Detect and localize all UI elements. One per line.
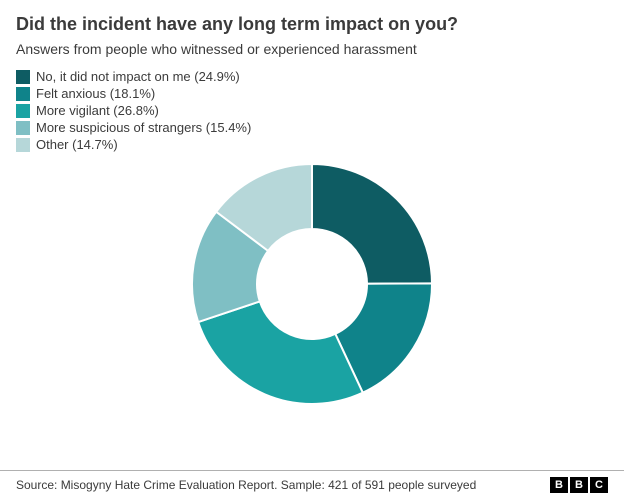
bbc-logo-box: B xyxy=(550,477,568,493)
donut-slice xyxy=(198,301,363,404)
donut-slice xyxy=(312,164,432,284)
legend-label: No, it did not impact on me (24.9%) xyxy=(36,69,240,84)
legend-swatch xyxy=(16,121,30,135)
legend-label: More suspicious of strangers (15.4%) xyxy=(36,120,251,135)
legend-label: Other (14.7%) xyxy=(36,137,118,152)
legend-item: More vigilant (26.8%) xyxy=(16,103,608,118)
chart-subtitle: Answers from people who witnessed or exp… xyxy=(16,41,608,57)
donut-chart xyxy=(16,162,608,406)
legend-label: More vigilant (26.8%) xyxy=(36,103,159,118)
legend-swatch xyxy=(16,104,30,118)
legend-swatch xyxy=(16,87,30,101)
source-text: Source: Misogyny Hate Crime Evaluation R… xyxy=(16,478,476,492)
legend-item: Felt anxious (18.1%) xyxy=(16,86,608,101)
bbc-logo: BBC xyxy=(550,477,608,493)
legend-swatch xyxy=(16,70,30,84)
legend-swatch xyxy=(16,138,30,152)
chart-title: Did the incident have any long term impa… xyxy=(16,14,608,35)
legend-item: Other (14.7%) xyxy=(16,137,608,152)
footer: Source: Misogyny Hate Crime Evaluation R… xyxy=(0,470,624,503)
bbc-logo-box: C xyxy=(590,477,608,493)
legend-item: No, it did not impact on me (24.9%) xyxy=(16,69,608,84)
legend: No, it did not impact on me (24.9%) Felt … xyxy=(16,69,608,152)
legend-item: More suspicious of strangers (15.4%) xyxy=(16,120,608,135)
legend-label: Felt anxious (18.1%) xyxy=(36,86,155,101)
bbc-logo-box: B xyxy=(570,477,588,493)
